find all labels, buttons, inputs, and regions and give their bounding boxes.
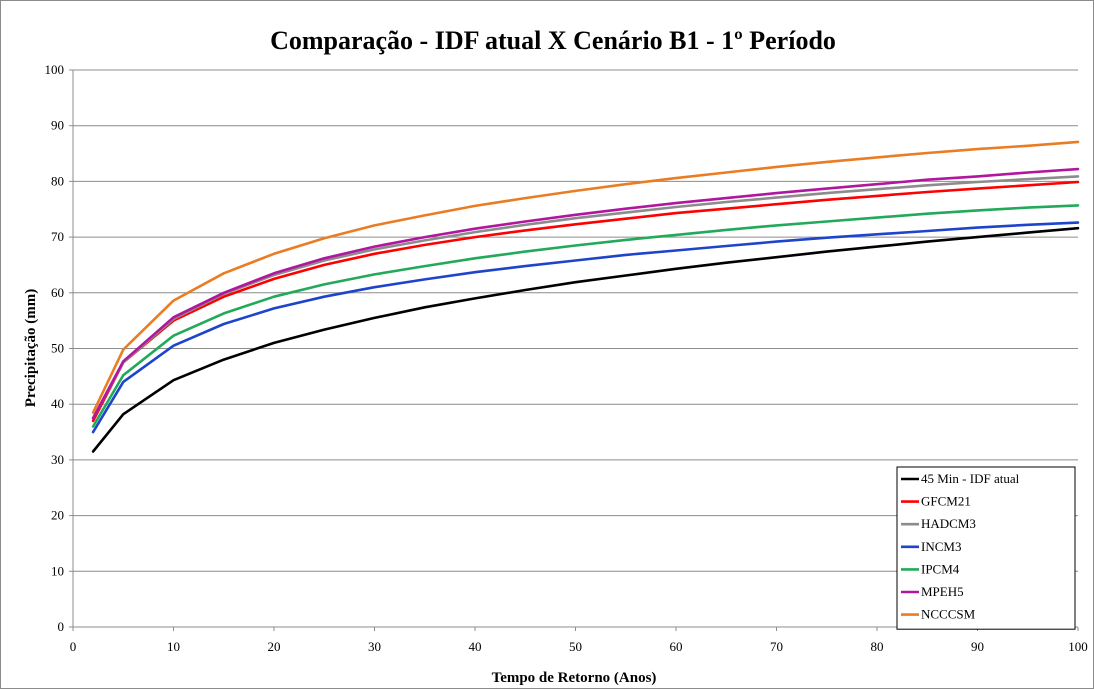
legend-label: IPCM4 xyxy=(921,561,960,576)
grid-lines xyxy=(73,69,1078,572)
y-tick-label: 100 xyxy=(45,62,65,77)
legend: 45 Min - IDF atual GFCM21 HADCM3 INCM3 IPCM4… xyxy=(896,466,1076,630)
legend-label: 45 Min - IDF atual xyxy=(921,471,1020,486)
series-line xyxy=(91,167,1080,420)
y-tick-label: 40 xyxy=(51,396,64,411)
x-tick-label: 10 xyxy=(167,639,180,654)
legend-label: HADCM3 xyxy=(921,516,976,531)
series-line xyxy=(91,180,1080,423)
y-tick-labels: 0 10 20 30 40 50 60 70 80 90 100 xyxy=(45,62,65,634)
y-tick-label: 0 xyxy=(58,619,65,634)
chart-title: Comparação - IDF atual X Cenário B1 - 1º… xyxy=(270,26,836,55)
x-tick-label: 60 xyxy=(670,639,683,654)
series-line xyxy=(91,204,1080,428)
y-tick-label: 60 xyxy=(51,285,64,300)
legend-label: GFCM21 xyxy=(921,494,971,509)
x-axis-label: Tempo de Retorno (Anos) xyxy=(492,670,657,686)
series-line xyxy=(91,140,1080,414)
x-tick-label: 100 xyxy=(1068,639,1088,654)
y-tick-label: 80 xyxy=(51,173,64,188)
y-tick-label: 70 xyxy=(51,229,64,244)
x-tick-label: 70 xyxy=(770,639,783,654)
y-tick-label: 10 xyxy=(51,563,64,578)
x-tick-label: 40 xyxy=(469,639,482,654)
y-tick-label: 30 xyxy=(51,452,64,467)
y-tick-label: 90 xyxy=(51,118,64,133)
x-tick-labels: 0 10 20 30 40 50 60 70 80 90 100 xyxy=(70,639,1088,654)
x-tick-label: 80 xyxy=(871,639,884,654)
legend-box xyxy=(896,466,1076,630)
x-tick-label: 0 xyxy=(70,639,77,654)
y-axis-label: Precipitação (mm) xyxy=(23,289,39,407)
legend-label: INCM3 xyxy=(921,539,961,554)
y-tick-label: 20 xyxy=(51,508,64,523)
x-tick-label: 30 xyxy=(368,639,381,654)
series-line xyxy=(91,226,1080,453)
legend-label: MPEH5 xyxy=(921,584,964,599)
series-lines xyxy=(91,140,1080,453)
y-tick-label: 50 xyxy=(51,341,64,356)
series-line xyxy=(91,221,1080,434)
x-tick-label: 20 xyxy=(268,639,281,654)
legend-label: NCCCSM xyxy=(921,607,976,622)
x-tick-label: 90 xyxy=(971,639,984,654)
x-tick-label: 50 xyxy=(569,639,582,654)
